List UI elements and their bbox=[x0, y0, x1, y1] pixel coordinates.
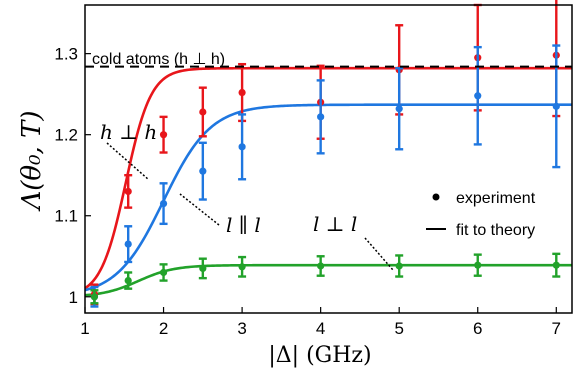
y-ticks: 1 1.1 1.2 1.3 bbox=[54, 45, 91, 307]
y-tick-label: 1 bbox=[69, 288, 78, 307]
data-point-ll_par bbox=[395, 105, 403, 113]
reference-label: cold atoms (h ⊥ h) bbox=[92, 51, 225, 68]
y-axis-label: Λ(θ₀, T) bbox=[17, 110, 47, 211]
data-point-ll_perp bbox=[395, 262, 403, 270]
data-point-ll_par bbox=[474, 92, 482, 100]
data-point-ll_perp bbox=[552, 261, 560, 269]
legend-fit-label: fit to theory bbox=[456, 222, 535, 239]
x-tick-label: 5 bbox=[394, 319, 403, 338]
data-points bbox=[90, 0, 561, 308]
plot-frame bbox=[84, 4, 573, 314]
y-tick-label: 1.1 bbox=[54, 207, 78, 226]
x-axis-label: |Δ| (GHz) bbox=[268, 343, 371, 368]
x-tick-label: 6 bbox=[473, 319, 482, 338]
annotation-l-perp-l-leader bbox=[364, 237, 394, 271]
data-point-ll_par bbox=[317, 113, 325, 121]
x-tick-label: 3 bbox=[237, 319, 246, 338]
data-point-ll_perp bbox=[474, 261, 482, 269]
fit-curve-ll_par bbox=[84, 103, 572, 292]
fit-curve-ll_perp bbox=[84, 263, 572, 297]
data-point-hh bbox=[124, 187, 132, 196]
data-point-hh bbox=[159, 131, 168, 139]
annotation-l-par-l: l ∥ l bbox=[226, 213, 261, 237]
annotation-h-perp-h-leader bbox=[106, 142, 150, 181]
data-point-hh bbox=[238, 88, 246, 97]
data-point-ll_par bbox=[552, 102, 560, 110]
data-point-ll_par bbox=[159, 199, 168, 208]
data-point-hh bbox=[199, 108, 207, 116]
fit-curves bbox=[84, 66, 572, 297]
data-point-ll_par bbox=[124, 240, 132, 248]
legend-experiment-label: experiment bbox=[456, 190, 536, 207]
x-tick-label: 7 bbox=[552, 319, 561, 338]
x-tick-label: 1 bbox=[80, 319, 89, 338]
data-point-ll_perp bbox=[199, 264, 207, 273]
x-tick-label: 2 bbox=[159, 319, 168, 338]
y-tick-label: 1.3 bbox=[54, 45, 78, 64]
annotation-l-par-l-leader bbox=[179, 193, 220, 226]
x-tick-label: 4 bbox=[316, 319, 325, 338]
data-point-ll_perp bbox=[238, 263, 246, 271]
annotation-l-perp-l: l ⊥ l bbox=[313, 212, 357, 236]
data-point-ll_perp bbox=[317, 262, 325, 270]
data-point-ll_par bbox=[199, 167, 207, 175]
y-tick-label: 1.2 bbox=[54, 126, 78, 145]
legend: experiment fit to theory bbox=[426, 190, 536, 239]
data-point-ll_par bbox=[238, 143, 246, 151]
annotation-h-perp-h: h ⊥ h bbox=[100, 120, 157, 144]
x-ticks: 1 2 3 4 5 6 7 bbox=[80, 307, 561, 338]
fit-curve-hh bbox=[84, 66, 572, 290]
data-point-ll_perp bbox=[90, 293, 99, 301]
data-point-ll_perp bbox=[159, 268, 168, 277]
legend-dot-marker bbox=[432, 193, 440, 201]
data-point-ll_perp bbox=[124, 276, 132, 285]
